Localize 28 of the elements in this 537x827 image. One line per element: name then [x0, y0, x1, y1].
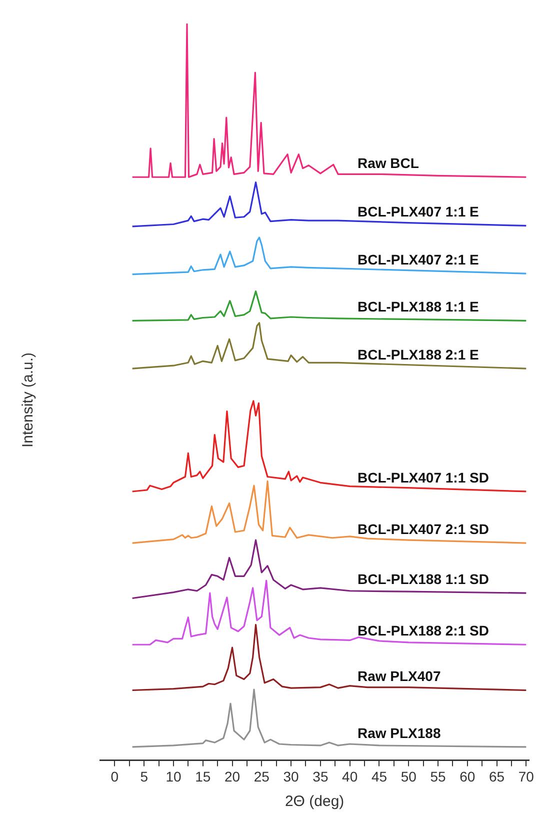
series-label: Raw PLX188 [357, 724, 441, 741]
y-axis-title: Intensity (a.u.) [20, 352, 36, 448]
series-label: BCL-PLX188 2:1 SD [357, 622, 489, 638]
x-tick-label: 65 [489, 768, 505, 784]
x-tick-label: 20 [224, 768, 240, 784]
series-label: BCL-PLX188 1:1 SD [357, 570, 489, 587]
x-tick-label: 30 [283, 768, 300, 784]
x-tick-label: 5 [140, 768, 148, 784]
x-axis-title: 2Θ (deg) [284, 793, 344, 810]
series-label: Raw BCL [357, 154, 420, 171]
x-tick-label: 70 [518, 768, 534, 784]
x-tick-label: 15 [195, 768, 211, 784]
x-tick-label: 35 [312, 768, 328, 784]
x-tick-label: 60 [460, 768, 476, 784]
series-label: BCL-PLX188 1:1 E [357, 298, 479, 315]
x-tick-label: 40 [342, 768, 358, 784]
series-label: BCL-PLX407 2:1 SD [357, 520, 489, 537]
x-tick-label: 0 [110, 768, 119, 784]
series-label: BCL-PLX407 1:1 E [357, 204, 479, 220]
x-tick-label: 10 [166, 768, 182, 784]
series-label: BCL-PLX407 2:1 E [357, 251, 479, 268]
series-label: Raw PLX407 [357, 668, 441, 684]
series-label: BCL-PLX188 2:1 E [357, 346, 479, 362]
x-tick-label: 45 [371, 768, 388, 784]
x-tick-label: 50 [400, 768, 417, 784]
series-label: BCL-PLX407 1:1 SD [357, 469, 489, 486]
x-tick-label: 55 [430, 768, 446, 784]
x-tick-label: 25 [254, 768, 270, 784]
